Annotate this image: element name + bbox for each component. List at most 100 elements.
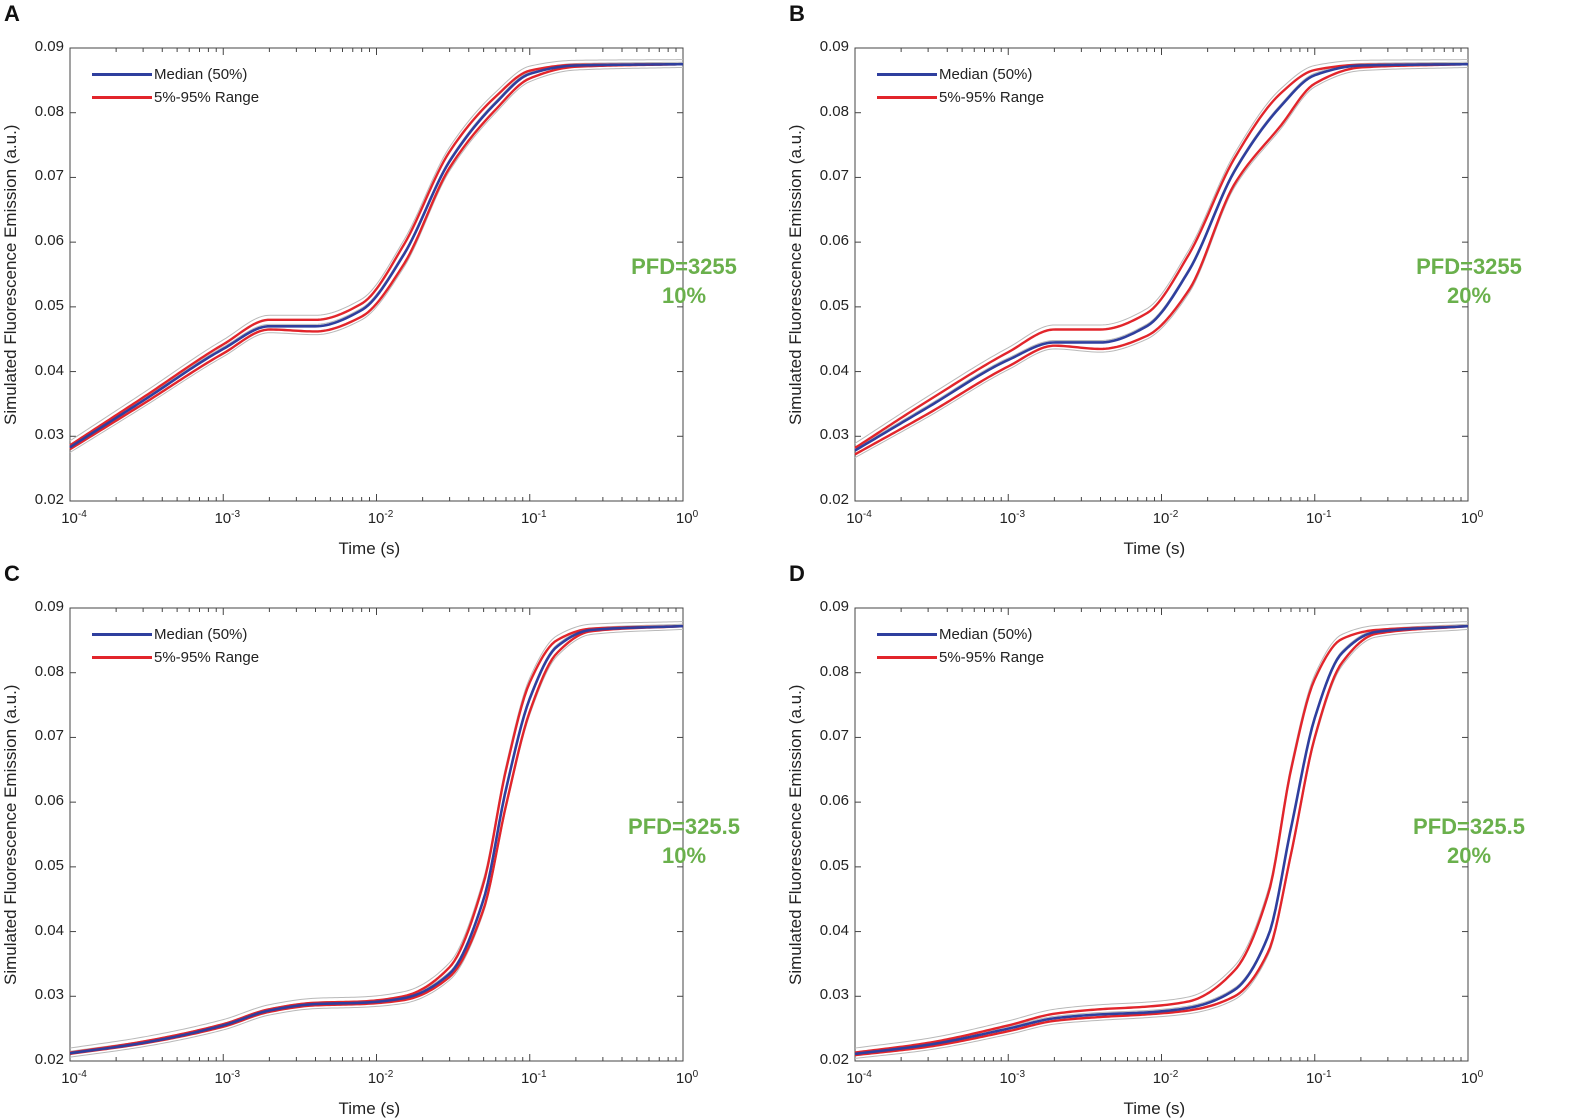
range-upper-line: [854, 62, 1469, 449]
x-tick-base: 10: [1460, 1070, 1478, 1087]
x-tick-exponent: -1: [1322, 509, 1332, 520]
annotation-pfd: PFD=325.5: [628, 814, 740, 839]
y-axis-label: Simulated Fluorescence Emission (a.u.): [786, 124, 805, 425]
x-tick-base: 10: [520, 1070, 538, 1087]
x-tick-exponent: -4: [77, 509, 87, 520]
x-tick-label: 10-2: [1153, 1069, 1179, 1087]
run-envelope-line: [69, 623, 684, 1052]
legend-swatch: [877, 633, 937, 636]
x-tick-label: 10-4: [61, 509, 87, 527]
annotation-pfd: PFD=325.5: [1413, 814, 1525, 839]
x-tick-base: 10: [214, 510, 232, 527]
y-axis-label: Simulated Fluorescence Emission (a.u.): [786, 684, 805, 985]
x-tick-label: 10-3: [214, 509, 240, 527]
x-tick-label: 10-3: [999, 1069, 1025, 1087]
y-tick-label: 0.02: [34, 1051, 64, 1068]
y-tick-label: 0.04: [819, 921, 849, 939]
x-tick-exponent: -2: [384, 1069, 394, 1080]
x-tick-exponent: -2: [1169, 509, 1179, 520]
y-tick-label: 0.02: [819, 1051, 849, 1068]
y-tick-label: 0.05: [819, 296, 849, 314]
legend-item: Median (50%): [877, 623, 1044, 646]
y-tick-label: 0.03: [819, 986, 849, 1004]
y-tick-label: 0.03: [34, 426, 64, 444]
y-tick-label: 0.05: [34, 856, 64, 874]
legend-item: Median (50%): [877, 63, 1044, 86]
annotation-pfd: PFD=3255: [631, 254, 737, 279]
x-axis-label: Time (s): [1123, 539, 1186, 558]
legend-label: 5%-95% Range: [154, 649, 260, 666]
y-tick-label: 0.09: [34, 38, 64, 55]
range-lower-line: [854, 624, 1469, 1057]
y-tick-label: 0.08: [819, 102, 849, 120]
x-tick-base: 10: [61, 510, 78, 527]
annotation-pfd: PFD=3255: [1416, 254, 1522, 279]
x-tick-label: 10-1: [521, 1069, 547, 1087]
x-tick-exponent: -4: [862, 1069, 872, 1080]
y-axis-label: Simulated Fluorescence Emission (a.u.): [1, 124, 20, 425]
x-tick-label: 100: [1461, 1069, 1483, 1087]
y-tick-label: 0.08: [34, 662, 64, 680]
legend-item: 5%-95% Range: [877, 86, 1044, 109]
legend-label: Median (50%): [154, 66, 248, 83]
plot-area: [854, 607, 1469, 1062]
axes-box: [854, 607, 1469, 1062]
x-tick-label: 100: [676, 1069, 698, 1087]
panel-label: C: [4, 561, 20, 586]
y-tick-label: 0.08: [819, 662, 849, 680]
plot-area: [69, 607, 684, 1062]
x-tick-exponent: -3: [1016, 1069, 1026, 1080]
x-tick-base: 10: [1305, 510, 1323, 527]
pfd-annotation: PFD=3255 10%: [631, 252, 737, 310]
axes-box: [69, 607, 684, 1062]
panel-c: C 0.02 0.03 0.04 0.05 0.06 0.07 0.08 0.09 10-4 10-…: [0, 560, 784, 1119]
legend-item: Median (50%): [92, 63, 259, 86]
range-upper-line: [69, 624, 684, 1054]
x-tick-label: 10-1: [1306, 509, 1332, 527]
run-envelope-line: [854, 59, 1469, 444]
y-tick-label: 0.06: [819, 232, 849, 250]
x-tick-exponent: 0: [692, 509, 699, 520]
range-lower-line: [69, 624, 684, 1056]
x-tick-label: 100: [676, 509, 698, 527]
run-envelope-line: [854, 61, 1469, 450]
x-tick-exponent: -4: [862, 509, 872, 520]
range-lower-line: [854, 62, 1469, 456]
x-tick-label: 10-2: [1153, 509, 1179, 527]
legend-swatch: [877, 96, 937, 99]
median-line: [854, 62, 1469, 452]
x-tick-label: 10-3: [999, 509, 1025, 527]
y-tick-label: 0.03: [819, 426, 849, 444]
x-tick-base: 10: [999, 510, 1017, 527]
legend-item: Median (50%): [92, 623, 259, 646]
x-tick-base: 10: [1460, 510, 1478, 527]
x-axis-label: Time (s): [1123, 1099, 1186, 1118]
panel-d: D 0.02 0.03 0.04 0.05 0.06 0.07 0.08 0.09 10-4 10-…: [785, 560, 1569, 1119]
y-tick-label: 0.07: [819, 167, 849, 185]
x-tick-label: 10-4: [846, 509, 872, 527]
panel-label: D: [789, 561, 805, 586]
x-tick-exponent: 0: [1477, 1069, 1484, 1080]
panel-label: A: [4, 1, 20, 26]
run-envelope-line: [69, 66, 684, 453]
y-tick-label: 0.02: [34, 491, 64, 508]
y-tick-label: 0.06: [34, 232, 64, 250]
x-tick-exponent: -3: [231, 509, 241, 520]
x-tick-exponent: -1: [1322, 1069, 1332, 1080]
annotation-percent: 20%: [1446, 283, 1492, 308]
x-tick-exponent: -3: [1016, 509, 1026, 520]
x-tick-base: 10: [1152, 510, 1170, 527]
x-tick-base: 10: [1305, 1070, 1323, 1087]
x-axis-label: Time (s): [338, 539, 401, 558]
range-lower-line: [69, 62, 684, 451]
legend-item: 5%-95% Range: [92, 646, 259, 669]
y-tick-label: 0.05: [34, 296, 64, 314]
axes-box: [854, 47, 1469, 502]
axes-box: [69, 47, 684, 502]
run-envelope-line: [69, 628, 684, 1058]
x-tick-label: 10-1: [521, 509, 547, 527]
y-tick-label: 0.09: [819, 38, 849, 55]
legend-label: Median (50%): [154, 626, 248, 643]
panel-b: B 0.02 0.03 0.04 0.05 0.06 0.07 0.08 0.09 10-4 10-…: [785, 0, 1569, 559]
y-tick-label: 0.04: [819, 361, 849, 379]
